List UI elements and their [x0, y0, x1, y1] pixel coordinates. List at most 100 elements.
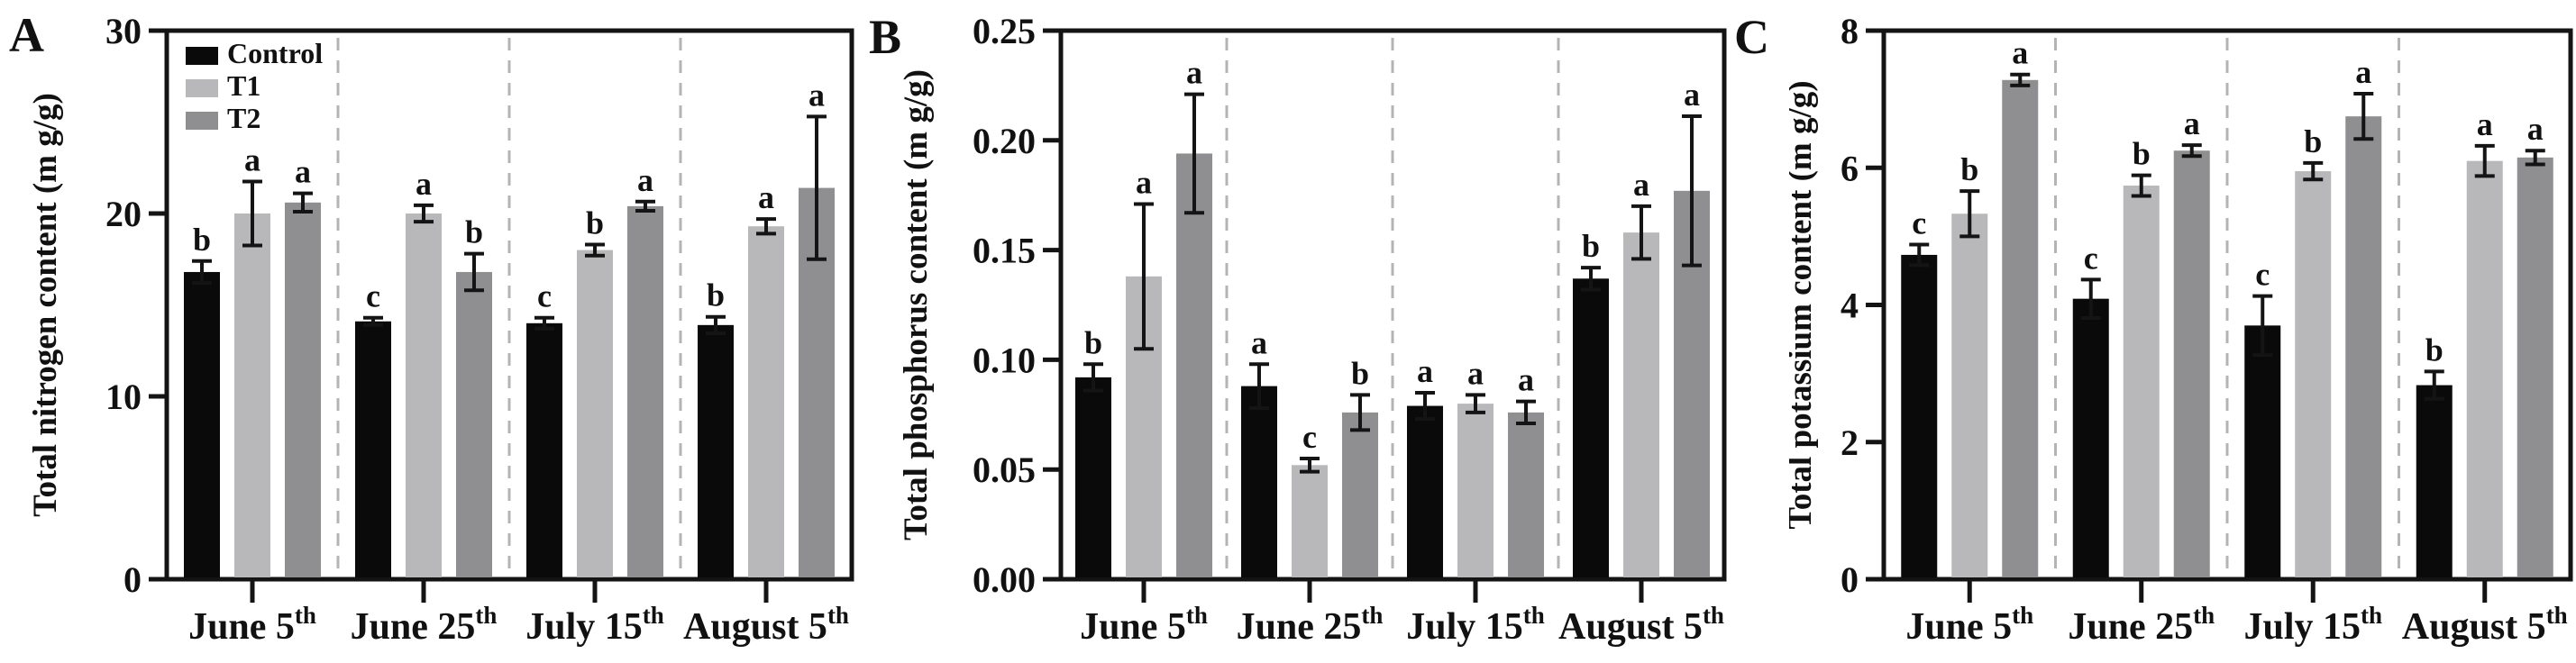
y-tick-label: 2 — [1841, 422, 1859, 463]
bar-t2 — [2173, 150, 2210, 577]
bar-t1 — [2123, 186, 2160, 578]
y-tick-label: 0.20 — [973, 121, 1036, 161]
x-tick-label: June 25th — [1237, 602, 1384, 648]
bar-control — [1573, 278, 1609, 577]
bar-control — [698, 324, 734, 577]
significance-letter: b — [2425, 332, 2444, 368]
y-tick-label: 0.25 — [973, 11, 1036, 51]
bar-t1 — [234, 213, 270, 577]
significance-letter: a — [416, 166, 432, 202]
bar-t1 — [1292, 465, 1328, 577]
y-tick-label: 0 — [123, 559, 142, 600]
panel-label-c: C — [1734, 10, 1769, 64]
significance-letter: b — [193, 222, 211, 258]
bar-t2 — [1508, 412, 1544, 577]
significance-letter: b — [2133, 136, 2151, 172]
x-tick-label: June 25th — [351, 602, 498, 648]
significance-letter: a — [1251, 324, 1267, 360]
significance-letter: b — [1582, 228, 1600, 264]
legend-label-t1: T1 — [227, 69, 260, 102]
bar-t2 — [456, 271, 492, 577]
bar-t1 — [748, 226, 784, 577]
bar-control — [1241, 386, 1277, 577]
y-tick-label: 0.15 — [973, 231, 1036, 271]
bar-t1 — [2295, 171, 2332, 577]
legend-swatch-t2 — [186, 112, 218, 130]
bar-t2 — [2002, 79, 2039, 577]
bar-control — [184, 271, 220, 577]
bar-t1 — [406, 213, 442, 577]
significance-letter: a — [2527, 111, 2544, 147]
y-tick-label: 8 — [1841, 11, 1859, 51]
significance-letter: a — [2355, 54, 2371, 90]
significance-letter: b — [2304, 123, 2322, 159]
y-tick-label: 10 — [105, 377, 142, 417]
significance-letter: a — [1633, 167, 1649, 203]
x-tick-label: August 5th — [2402, 602, 2568, 648]
significance-letter: b — [1084, 324, 1102, 360]
significance-letter: b — [1960, 151, 1978, 187]
bar-t2 — [627, 205, 663, 577]
significance-letter: a — [2477, 106, 2493, 142]
bar-control — [2244, 325, 2281, 577]
y-tick-label: 4 — [1841, 286, 1859, 326]
significance-letter: c — [537, 278, 552, 314]
x-tick-label: June 25th — [2068, 602, 2215, 648]
bar-t2 — [2345, 116, 2382, 577]
plot-frame — [1881, 28, 2573, 582]
significance-letter: a — [1417, 353, 1433, 389]
significance-letter: a — [1684, 77, 1700, 113]
phosphorus-bar-chart: 0.00 0.05 0.10 0.15 0.20 0.25 Total phosphorus… — [898, 11, 1727, 648]
significance-letter: a — [1136, 164, 1152, 200]
significance-letter: a — [1467, 355, 1484, 391]
bar-control — [2072, 298, 2109, 577]
plot-frame — [1058, 28, 1727, 582]
y-axis-title: Total nitrogen content (m g/g) — [27, 93, 64, 517]
x-tick-label: August 5th — [683, 602, 849, 648]
significance-letter: c — [1912, 205, 1926, 241]
bar-t2 — [2517, 157, 2553, 578]
bar-control — [355, 321, 391, 577]
y-tick-label: 30 — [105, 11, 142, 51]
y-tick-label: 0.05 — [973, 450, 1036, 490]
panel-label-b: B — [869, 10, 902, 64]
bar-t2 — [1176, 153, 1212, 577]
x-tick-label: July 15th — [525, 602, 664, 648]
significance-letter: a — [758, 179, 774, 215]
bar-t2 — [1342, 412, 1378, 577]
y-axis-title: Total potassium content (m g/g) — [1789, 80, 1819, 529]
potassium-bar-chart: 0 2 4 6 8 Total potassium content (m g/g) June… — [1789, 11, 2573, 648]
bar-t1 — [2466, 160, 2503, 577]
significance-letter: c — [1302, 419, 1317, 455]
bar-t1 — [1457, 404, 1494, 577]
significance-letter: b — [1351, 355, 1369, 391]
x-tick-label: June 5th — [188, 602, 316, 648]
plot-frame — [164, 28, 854, 582]
bar-control — [1075, 377, 1111, 577]
bar-t2 — [285, 202, 321, 577]
y-axis-title: Total phosphorus content (m g/g) — [898, 69, 935, 540]
x-tick-label: June 5th — [1905, 602, 2033, 648]
legend-label-t2: T2 — [227, 102, 260, 134]
bar-t1 — [1623, 232, 1659, 577]
y-tick-label: 6 — [1841, 148, 1859, 188]
x-tick-label: July 15th — [2243, 602, 2382, 648]
x-tick-label: August 5th — [1558, 602, 1724, 648]
bar-t1 — [1951, 213, 1988, 577]
significance-letter: b — [586, 205, 604, 241]
significance-letter: a — [1518, 362, 1534, 398]
bar-control — [1407, 405, 1443, 577]
y-tick-label: 0.00 — [973, 559, 1036, 600]
significance-letter: a — [2012, 35, 2028, 71]
significance-letter: c — [2255, 257, 2270, 293]
y-tick-label: 20 — [105, 194, 142, 234]
significance-letter: c — [366, 278, 380, 314]
significance-letter: a — [244, 141, 260, 177]
bar-t1 — [577, 250, 613, 577]
bar-control — [1901, 254, 1938, 577]
y-tick-label: 0.10 — [973, 340, 1036, 380]
legend-label-control: Control — [227, 37, 323, 69]
significance-letter: a — [295, 154, 311, 190]
legend-swatch-t1 — [186, 79, 218, 97]
